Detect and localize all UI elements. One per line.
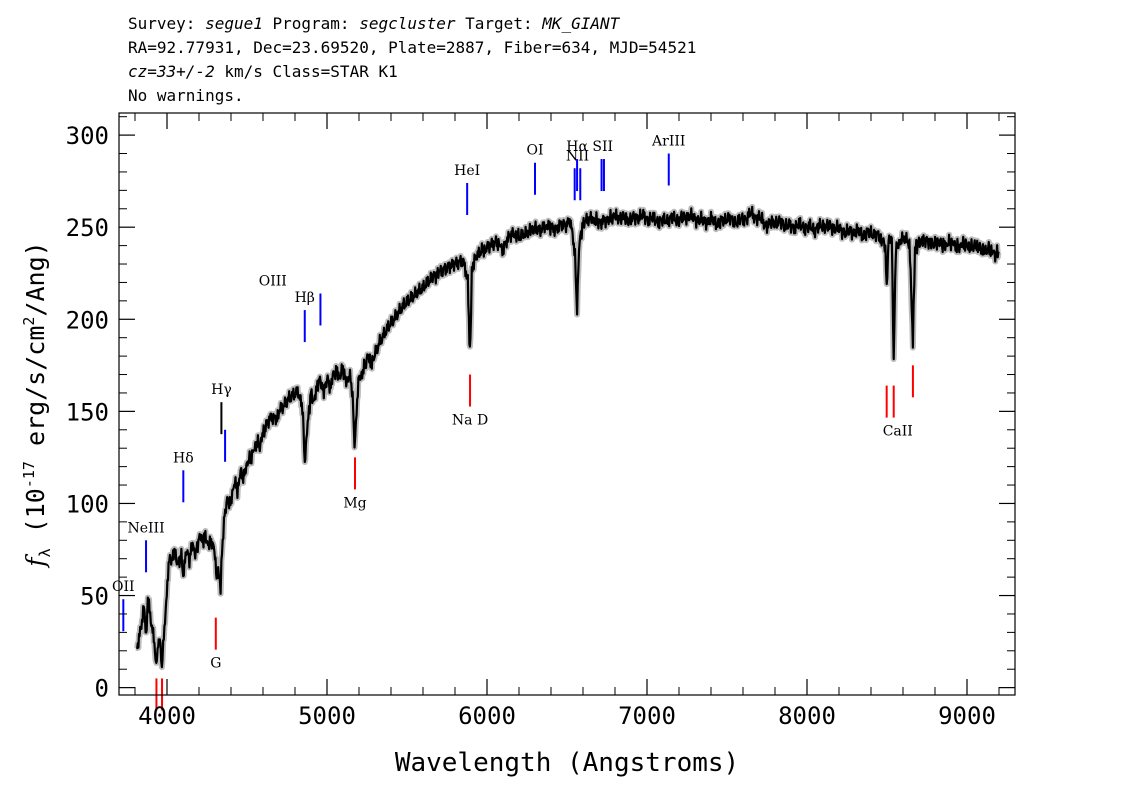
- redshift-value: cz=33+/-2: [128, 62, 215, 81]
- class-text: km/s Class=STAR K1: [214, 62, 398, 81]
- x-tick-label: 5000: [298, 702, 356, 730]
- spectral-line-label: Hβ: [295, 290, 315, 306]
- y-tick-label: 150: [66, 398, 109, 426]
- spectrum-data: [134, 203, 1002, 671]
- spectral-line-label: Hγ: [211, 382, 232, 398]
- header-line-3: cz=33+/-2 km/s Class=STAR K1: [128, 60, 696, 84]
- header-line-2: RA=92.77931, Dec=23.69520, Plate=2887, F…: [128, 38, 697, 57]
- spectrum-header: Survey: segue1 Program: segcluster Targe…: [128, 12, 696, 108]
- spectral-line-label: Hδ: [173, 450, 194, 466]
- y-tick-label: 0: [95, 675, 109, 703]
- survey-value: segue1: [205, 14, 263, 33]
- spectral-line-label: SII: [592, 139, 613, 155]
- x-axis-title: Wavelength (Angstroms): [395, 748, 739, 778]
- survey-label: Survey:: [128, 14, 206, 33]
- target-value: MK_GIANT: [542, 14, 620, 33]
- spectrum-line: [136, 205, 1000, 669]
- spectral-line-label: G: [210, 656, 221, 672]
- x-tick-label: 4000: [138, 702, 196, 730]
- spectral-line-label: OII: [112, 579, 135, 595]
- x-tick-label: 7000: [618, 702, 676, 730]
- spectral-line-label: OIII: [259, 273, 287, 289]
- spectral-line-label: Hα: [566, 139, 588, 155]
- x-tick-label: 8000: [778, 702, 836, 730]
- spectral-line-label: NII: [566, 148, 589, 164]
- spectral-line-label: OI: [526, 143, 543, 159]
- program-label: Program:: [262, 14, 360, 33]
- y-tick-label: 100: [66, 490, 109, 518]
- program-value: segcluster: [359, 14, 456, 33]
- y-tick-label: 250: [66, 214, 109, 242]
- x-tick-label: 6000: [458, 702, 516, 730]
- spectral-line-label: NeIII: [127, 520, 164, 536]
- y-tick-label: 50: [80, 583, 109, 611]
- header-line-1: Survey: segue1 Program: segcluster Targe…: [128, 12, 696, 36]
- plot-frame: [118, 112, 1016, 696]
- spectral-line-label: HeI: [454, 163, 480, 179]
- header-line-4: No warnings.: [128, 86, 244, 105]
- target-label: Target:: [455, 14, 543, 33]
- spectral-line-label: Na D: [452, 413, 488, 429]
- spectral-line-label: Mg: [343, 495, 366, 511]
- x-tick-label: 9000: [938, 702, 996, 730]
- spectral-line-label: ArIII: [651, 134, 685, 150]
- y-tick-label: 200: [66, 306, 109, 334]
- y-tick-label: 300: [66, 122, 109, 150]
- y-axis-title: fλ (10-17 erg/s/cm2/Ang): [20, 241, 54, 568]
- axis-ticks: 4000 5000 6000 7000 8000 9000 0 50 100 150 200 250 3…: [66, 113, 1015, 730]
- spectral-line-label: CaII: [883, 424, 913, 440]
